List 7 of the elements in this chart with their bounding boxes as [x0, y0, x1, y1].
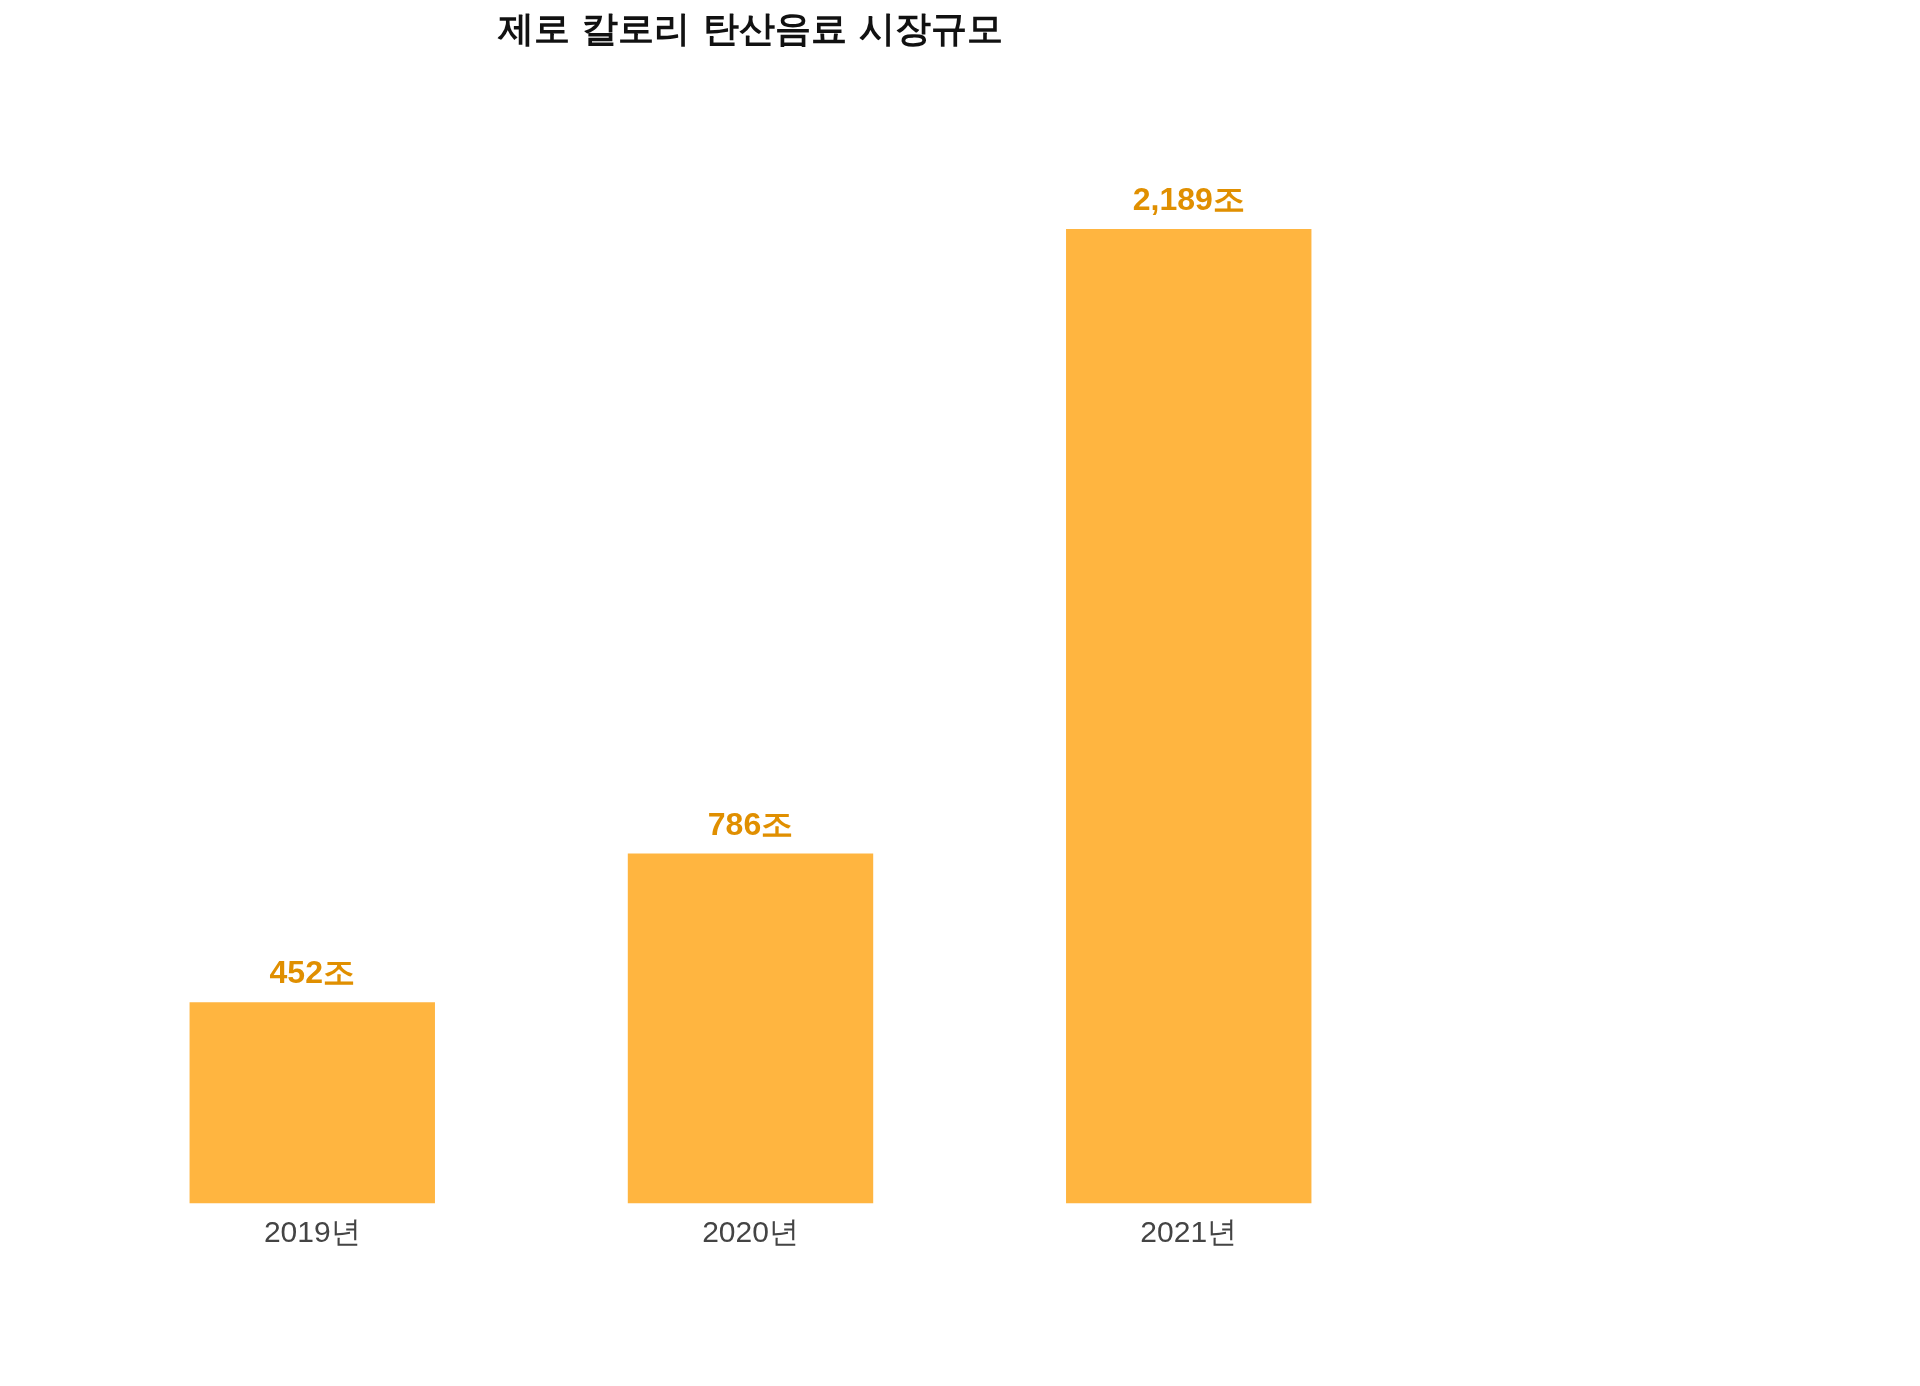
- data-label: 452조: [269, 954, 355, 991]
- x-tick-label: 2020년: [702, 1214, 799, 1248]
- data-label: 2,189조: [1132, 180, 1245, 217]
- data-label: 786조: [707, 805, 794, 842]
- x-tick-label: 2021년: [1140, 1214, 1238, 1248]
- x-tick-label: 2019년: [263, 1214, 361, 1248]
- chart-title: 제로 칼로리 탄산음료 시장규모: [496, 7, 1004, 49]
